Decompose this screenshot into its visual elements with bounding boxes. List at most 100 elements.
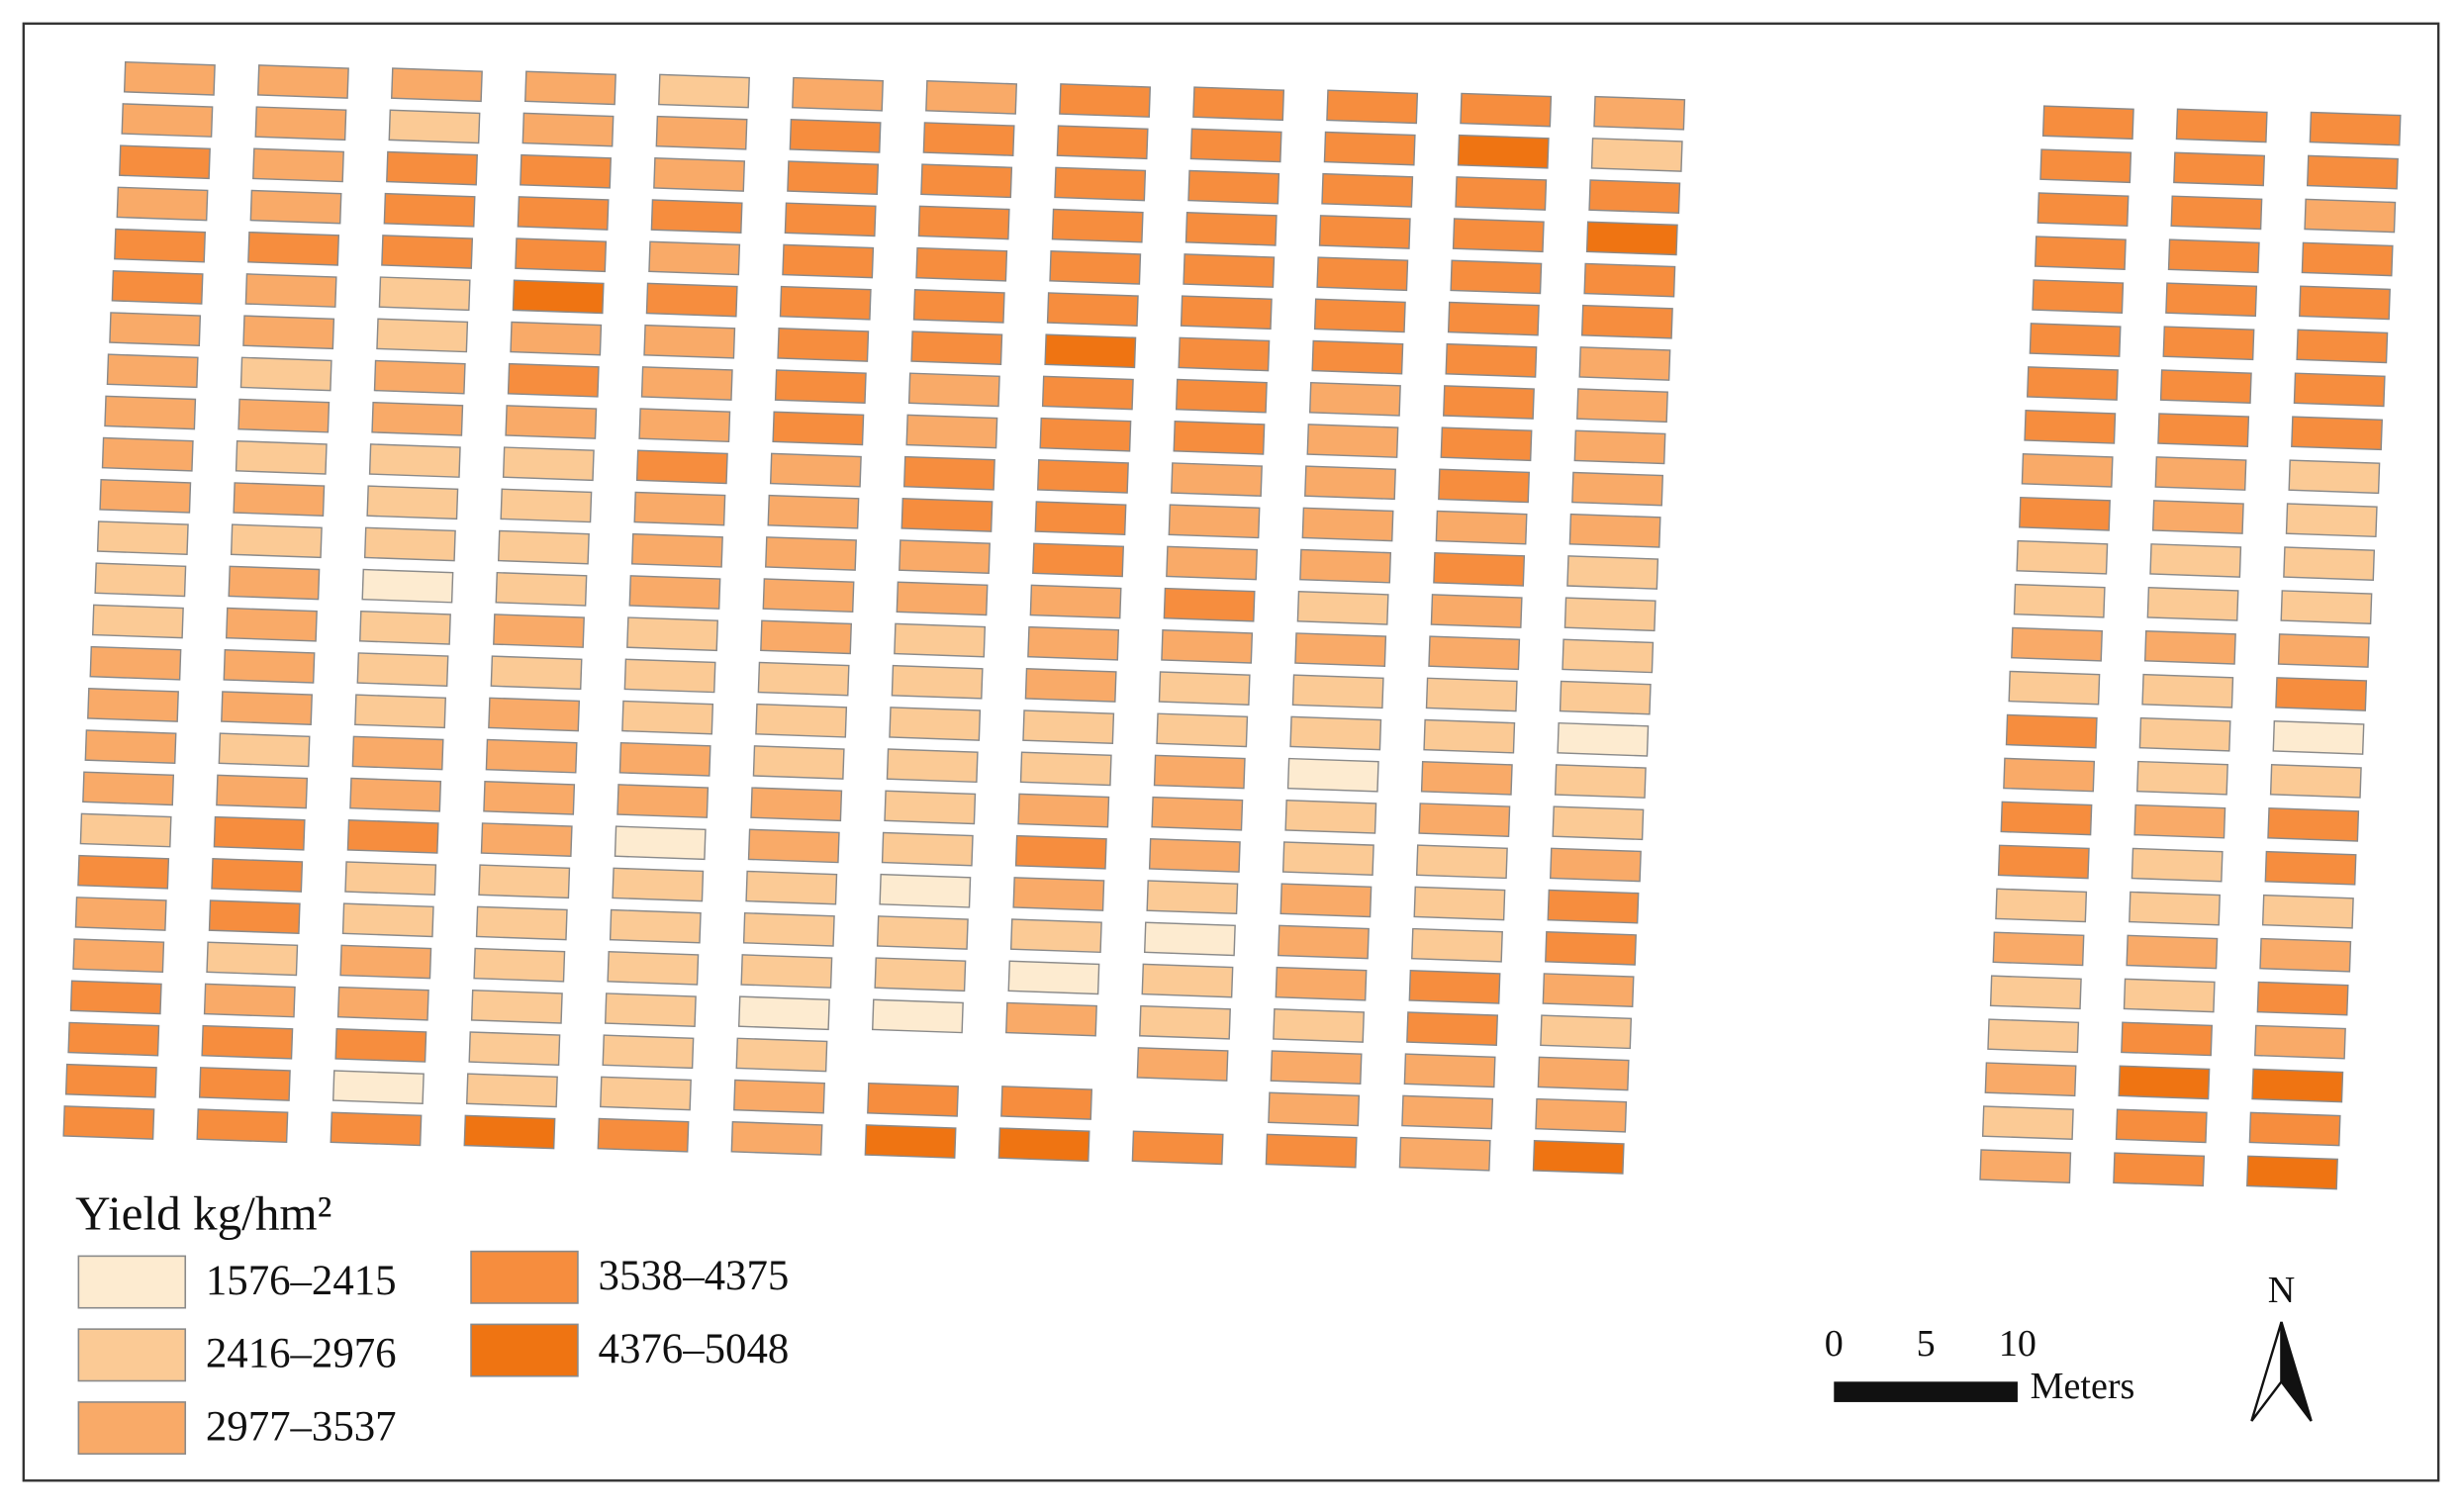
plot — [1398, 1136, 1491, 1172]
plot — [1192, 86, 1285, 122]
plot — [91, 604, 184, 639]
plot — [1979, 1149, 2072, 1183]
plot — [1189, 128, 1282, 163]
plot — [244, 273, 337, 308]
plot — [2304, 198, 2397, 234]
plot — [1009, 918, 1102, 954]
scale-tick-label: 0 — [1825, 1323, 1844, 1365]
plot — [1455, 176, 1548, 211]
plot — [252, 147, 344, 183]
plot — [1270, 1050, 1363, 1086]
plot — [765, 536, 857, 571]
plot — [2251, 1068, 2344, 1103]
plot — [1554, 764, 1647, 799]
plot — [82, 771, 175, 806]
plot — [1281, 841, 1374, 876]
plot — [1036, 459, 1129, 494]
plot — [2272, 720, 2365, 755]
plot — [1981, 1105, 2074, 1141]
legend-label: 4376–5048 — [599, 1326, 790, 1372]
plot — [2248, 1111, 2341, 1147]
plot — [1027, 625, 1120, 661]
plot — [1029, 584, 1122, 619]
plot — [483, 780, 576, 815]
plot — [871, 998, 964, 1034]
plot — [96, 520, 189, 555]
plot — [1423, 718, 1516, 754]
plot — [1166, 545, 1259, 581]
plot — [62, 1105, 155, 1140]
plot — [510, 321, 603, 356]
plot — [1562, 638, 1655, 674]
plot — [524, 70, 616, 106]
plot — [2146, 587, 2239, 621]
plot — [896, 581, 989, 616]
plot — [1420, 760, 1513, 796]
plot — [2123, 978, 2216, 1013]
plot — [772, 411, 865, 446]
plot — [1571, 471, 1664, 507]
plot — [600, 1076, 692, 1111]
plot — [1046, 292, 1139, 327]
plot — [2026, 366, 2119, 401]
plot — [2253, 1024, 2346, 1060]
plot — [1277, 924, 1370, 960]
plot — [378, 276, 471, 312]
plot — [1306, 424, 1399, 458]
plot — [2246, 1155, 2338, 1190]
plot — [2126, 934, 2219, 970]
scale-tick-label: 10 — [1999, 1323, 2036, 1365]
plot — [1568, 513, 1661, 548]
plot — [1442, 385, 1535, 420]
plot — [1549, 847, 1642, 883]
plot — [1545, 930, 1637, 966]
plot — [740, 954, 833, 989]
plot — [371, 401, 464, 436]
plot — [2041, 105, 2134, 141]
plot — [1532, 1140, 1625, 1175]
plot — [495, 571, 588, 607]
plot — [607, 950, 700, 986]
plot — [1156, 712, 1249, 748]
plot — [1457, 134, 1550, 169]
plot — [2301, 241, 2394, 277]
plot — [79, 812, 172, 848]
plot — [121, 103, 214, 138]
plot — [1450, 259, 1543, 295]
plot — [344, 861, 437, 896]
plot — [1005, 1001, 1097, 1037]
plot — [1418, 803, 1511, 837]
plot — [230, 523, 323, 559]
plot — [1051, 208, 1144, 243]
plot — [490, 655, 583, 691]
plot — [119, 144, 211, 180]
plot — [2157, 413, 2250, 447]
plot — [1044, 333, 1137, 369]
plot — [876, 915, 969, 950]
plot — [2011, 626, 2104, 662]
plot — [196, 1108, 289, 1144]
plot — [2296, 329, 2389, 364]
plot — [2121, 1021, 2214, 1057]
plot — [228, 565, 321, 601]
plot — [84, 729, 177, 765]
plot — [2021, 452, 2114, 488]
plot — [1273, 1008, 1365, 1043]
plot — [752, 745, 845, 780]
plot — [1563, 597, 1657, 632]
plot — [239, 356, 332, 392]
plot — [1007, 960, 1100, 995]
plot — [1178, 336, 1271, 372]
plot — [473, 947, 566, 983]
plot — [2291, 416, 2383, 451]
plot — [331, 1070, 425, 1105]
plot — [376, 318, 469, 353]
plot — [2016, 539, 2109, 575]
plot — [1593, 95, 1686, 131]
plot — [2115, 1108, 2208, 1144]
plot — [655, 115, 748, 150]
plot — [643, 324, 736, 359]
legend-swatch — [77, 1401, 187, 1456]
plot — [517, 196, 610, 231]
